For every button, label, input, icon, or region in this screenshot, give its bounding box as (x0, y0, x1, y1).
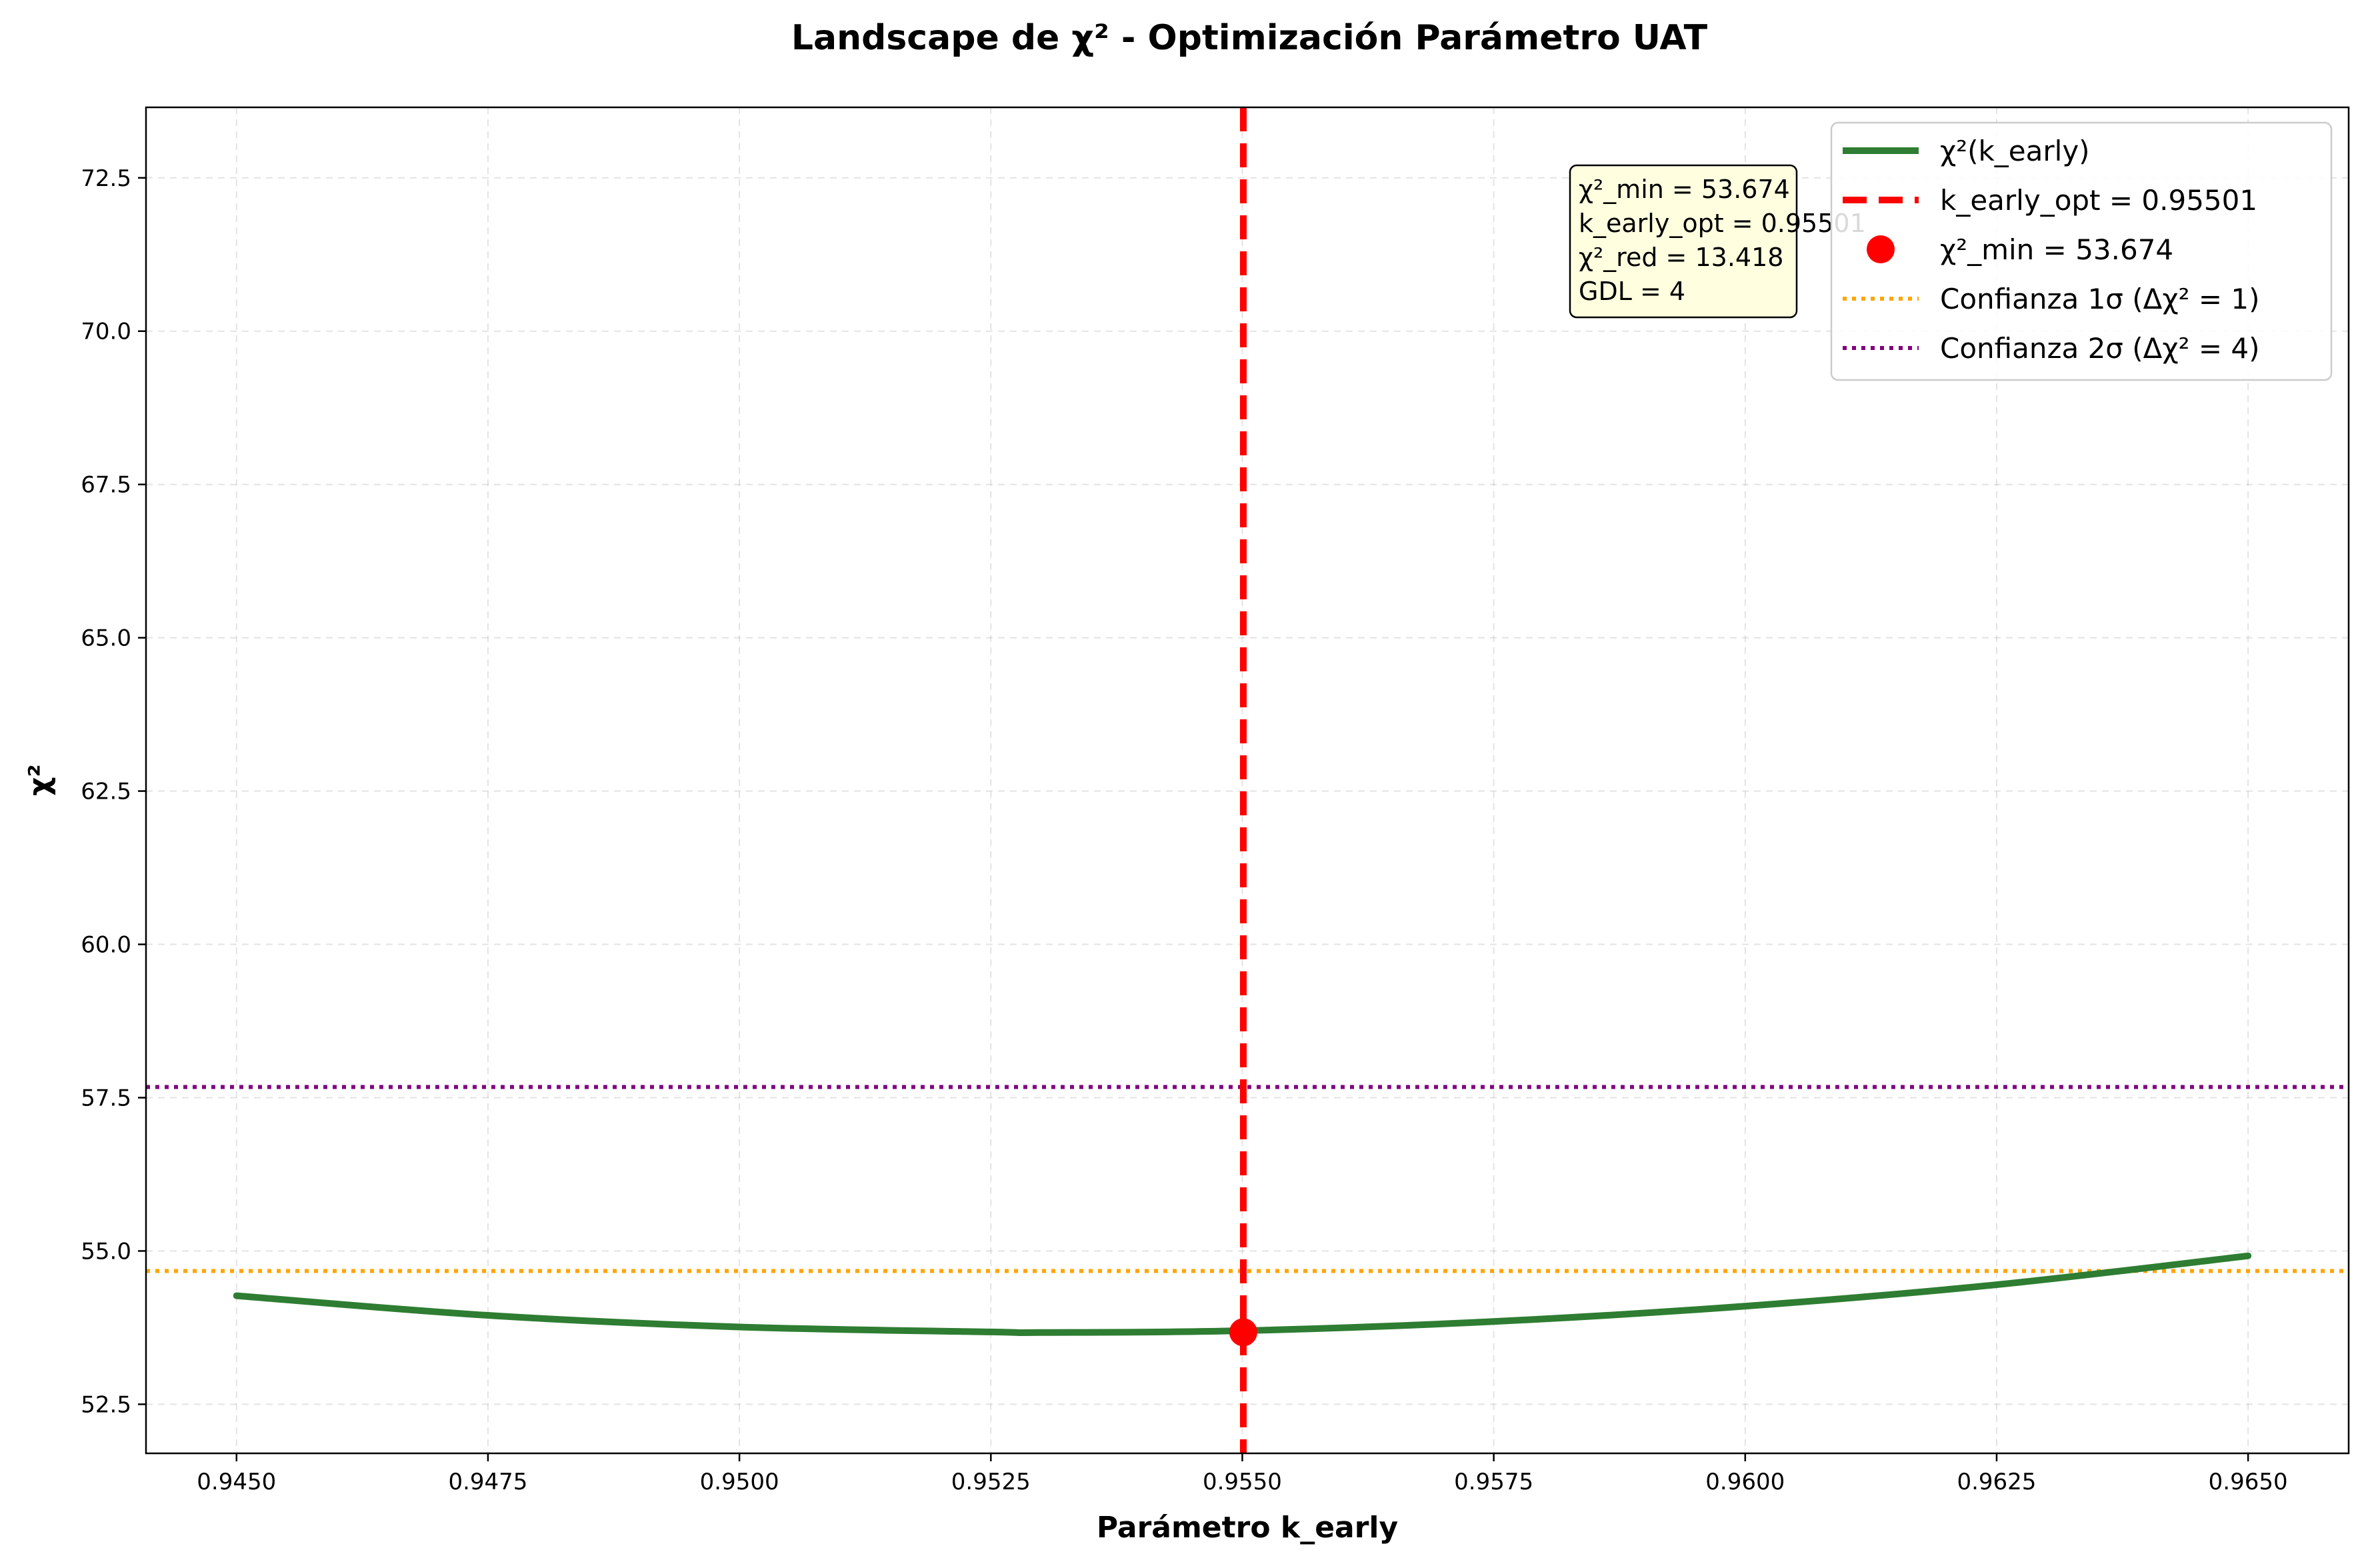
y-tick-label: 72.5 (81, 165, 131, 192)
x-tick-label: 0.9525 (951, 1469, 1031, 1495)
legend-label: χ²_min = 53.674 (1940, 233, 2173, 266)
y-tick-label: 65.0 (81, 625, 131, 652)
legend-label: χ²(k_early) (1940, 135, 2090, 167)
x-tick-label: 0.9500 (700, 1469, 779, 1495)
plot-area (146, 107, 2349, 1453)
legend-box (1830, 121, 2333, 381)
annotation-box (1569, 164, 1798, 319)
annotation-line: k_early_opt = 0.95501 (1579, 209, 1866, 238)
x-tick-label: 0.9625 (1957, 1469, 2036, 1495)
axes: 0.9450 0.9475 0.9500 0.9525 0.9550 0.9575 0.96… (81, 165, 2287, 1495)
x-tick-label: 0.9575 (1454, 1469, 1533, 1495)
x-tick-label: 0.9475 (448, 1469, 527, 1495)
x-tick-label: 0.9550 (1203, 1469, 1282, 1495)
y-tick-label: 57.5 (81, 1085, 131, 1112)
chi-square-curve (233, 1252, 2252, 1337)
x-tick-label: 0.9650 (2209, 1469, 2288, 1495)
chart-title: Landscape de χ² - Optimización Parámetro… (791, 18, 1708, 58)
x-tick-label: 0.9600 (1705, 1469, 1785, 1495)
legend-label: Confianza 1σ (Δχ² = 1) (1940, 283, 2260, 315)
legend-item-min-point: χ²_min = 53.674 (1867, 233, 2173, 266)
x-tick-label: 0.9450 (197, 1469, 276, 1495)
plot-frame (145, 106, 2350, 1455)
legend-label: k_early_opt = 0.95501 (1940, 184, 2257, 217)
y-tick-label: 60.0 (81, 932, 131, 959)
annotation-line: χ²_red = 13.418 (1579, 243, 1783, 272)
legend-item-2sigma: Confianza 2σ (Δχ² = 4) (1843, 332, 2260, 365)
annotation-line: GDL = 4 (1579, 277, 1685, 306)
legend-item-curve: χ²(k_early) (1843, 135, 2090, 167)
y-tick-label: 52.5 (81, 1391, 131, 1418)
legend-item-opt-line: k_early_opt = 0.95501 (1843, 184, 2257, 217)
chi-square-min-point (1229, 1318, 1257, 1347)
y-tick-label: 70.0 (81, 319, 131, 345)
legend-item-1sigma: Confianza 1σ (Δχ² = 1) (1843, 283, 2260, 315)
x-axis-label: Parámetro k_early (1097, 1511, 1398, 1545)
legend: χ²(k_early) k_early_opt = 0.95501 χ²_min =… (1830, 121, 2333, 381)
y-tick-label: 62.5 (81, 779, 131, 805)
annotation-line: χ²_min = 53.674 (1579, 175, 1790, 204)
y-tick-label: 67.5 (81, 472, 131, 499)
y-axis-label: χ² (23, 764, 57, 796)
y-tick-label: 55.0 (81, 1238, 131, 1265)
stats-annotation: χ²_min = 53.674 k_early_opt = 0.95501 χ²_r… (1569, 164, 1866, 319)
legend-swatch (1867, 235, 1895, 263)
legend-label: Confianza 2σ (Δχ² = 4) (1940, 332, 2260, 365)
